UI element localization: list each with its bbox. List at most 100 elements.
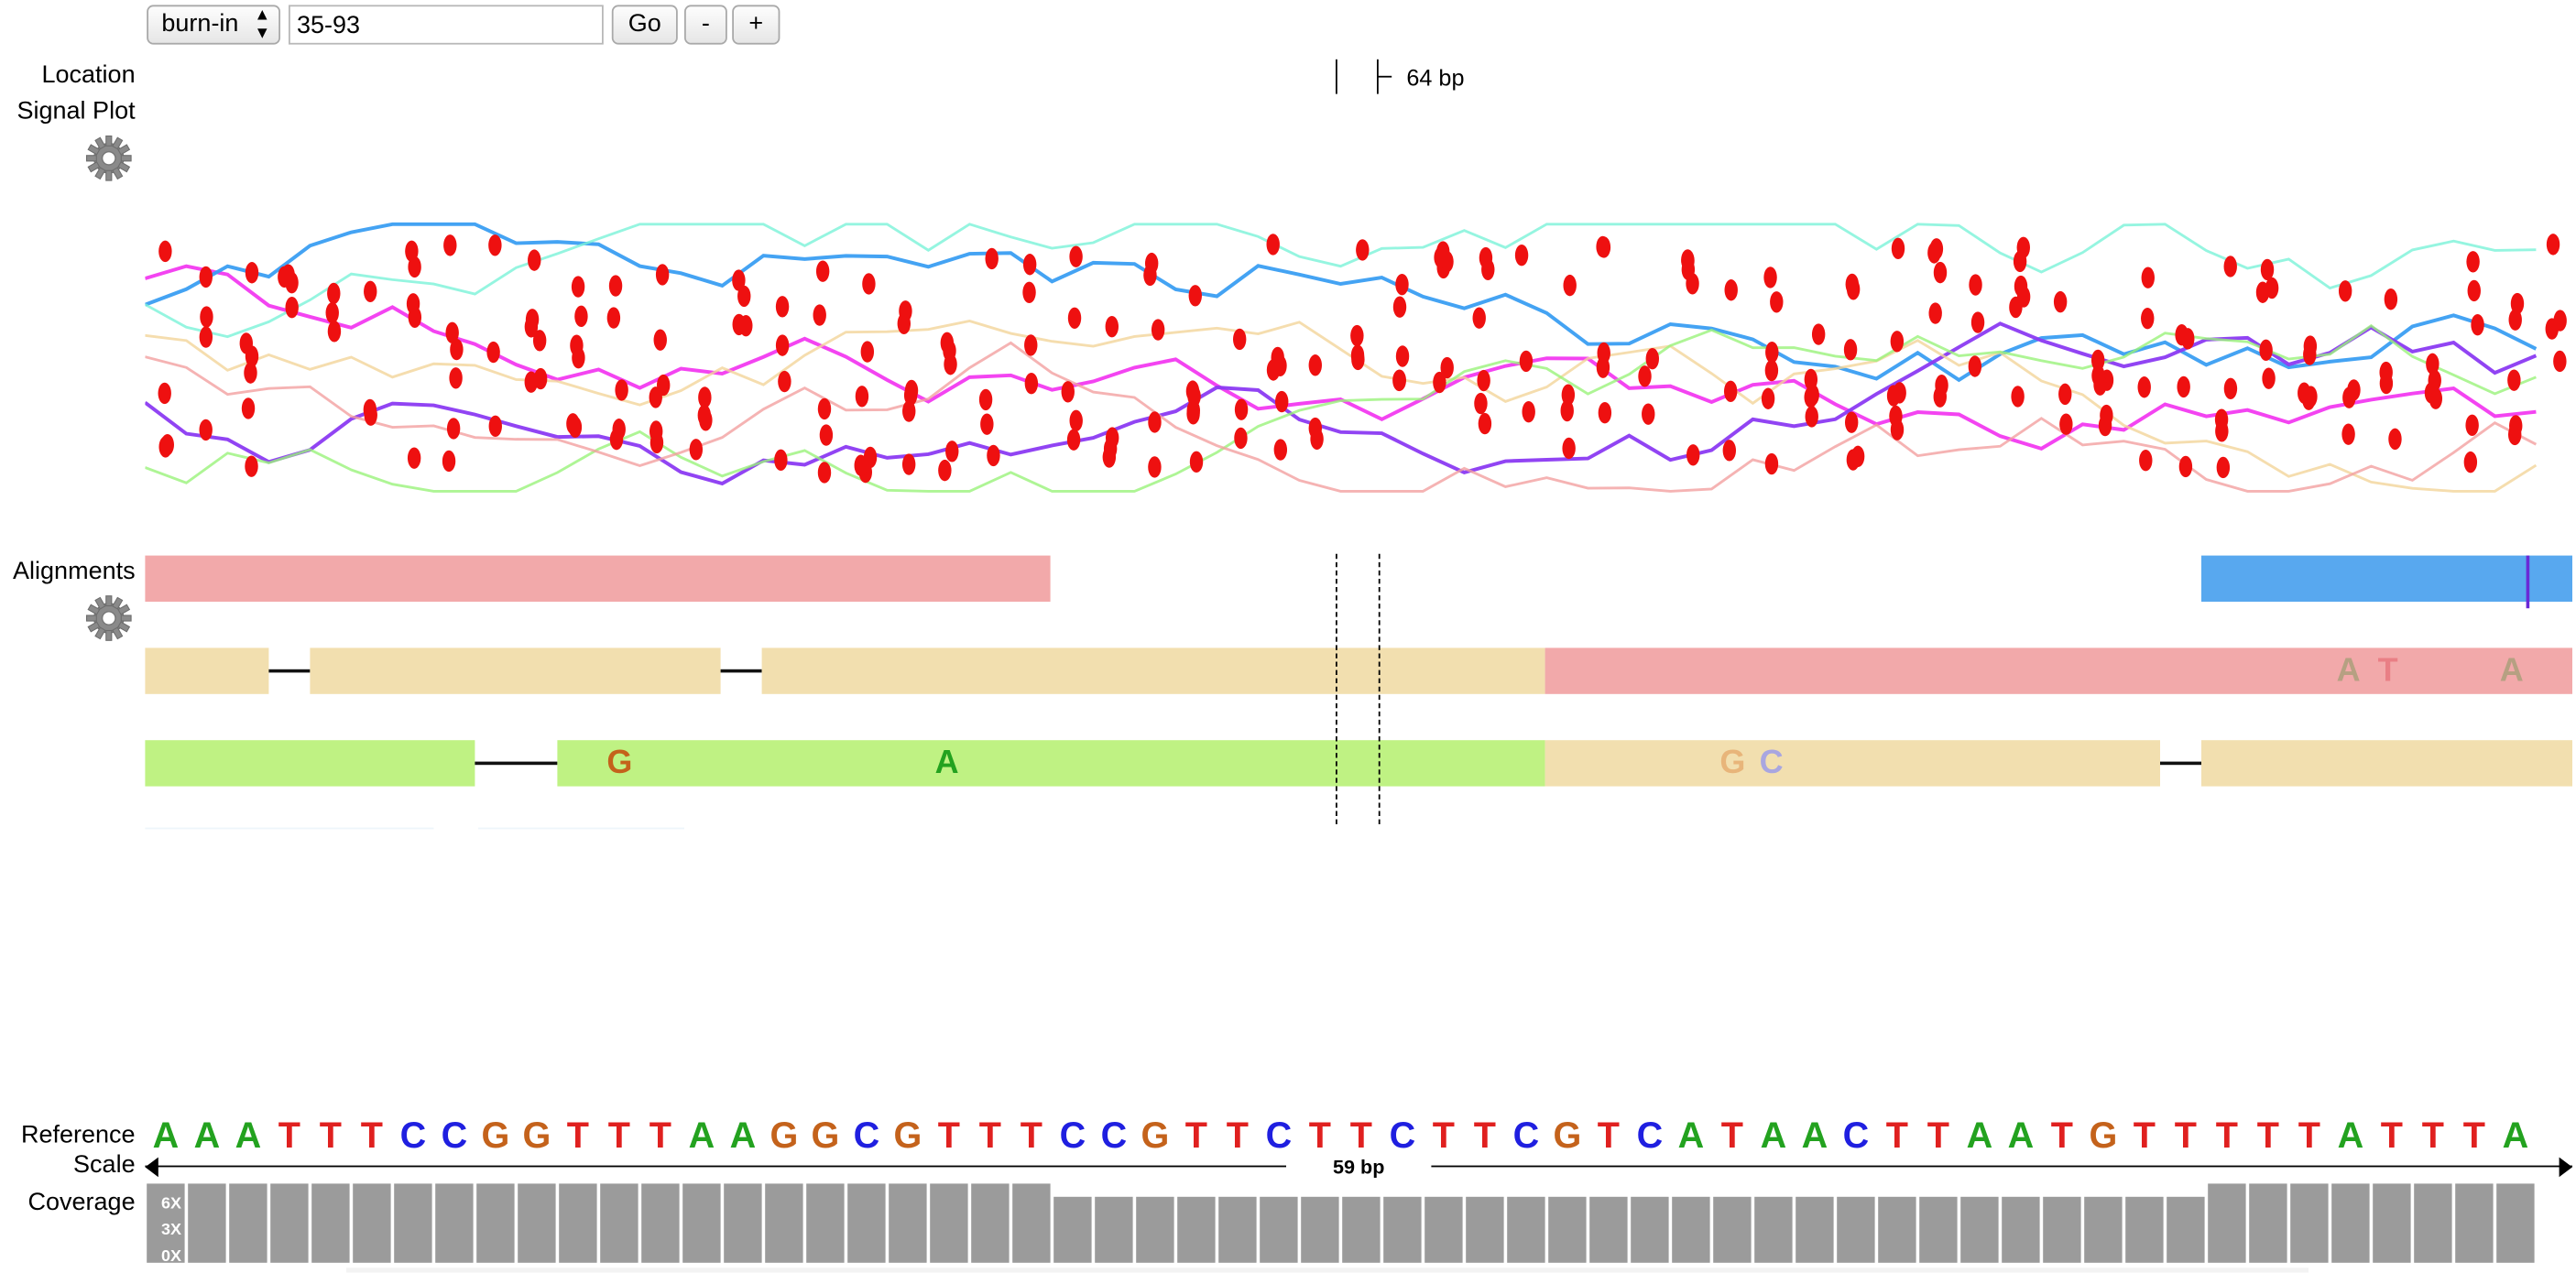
coverage-bar[interactable] — [1301, 1196, 1339, 1263]
coverage-bar[interactable] — [1177, 1196, 1216, 1263]
read-bar[interactable] — [145, 647, 269, 694]
coverage-bar[interactable] — [765, 1183, 803, 1263]
coverage-bar[interactable] — [1631, 1196, 1669, 1263]
coverage-bar[interactable] — [2043, 1196, 2081, 1263]
coverage-bar[interactable] — [847, 1183, 886, 1263]
signal-event-dot — [2058, 383, 2072, 406]
coverage-bar[interactable] — [2373, 1183, 2411, 1263]
read-bar[interactable] — [310, 647, 721, 694]
coverage-bar[interactable] — [1136, 1196, 1174, 1263]
coverage-bar[interactable] — [971, 1183, 1010, 1263]
coverage-bar[interactable] — [353, 1183, 391, 1263]
coverage-bar[interactable] — [270, 1183, 309, 1263]
coverage-bar[interactable] — [641, 1183, 680, 1263]
signal-event-dot — [1642, 403, 1655, 425]
reference-base: G — [893, 1114, 922, 1156]
signal-event-dot — [1024, 334, 1038, 356]
coverage-bar[interactable] — [1796, 1196, 1834, 1263]
signal-event-dot — [486, 341, 500, 364]
coverage-bar[interactable] — [2455, 1183, 2494, 1263]
coverage-bar[interactable] — [1424, 1196, 1463, 1263]
coverage-bar[interactable] — [435, 1183, 474, 1263]
signal-event-dot — [985, 247, 999, 270]
signal-event-dot — [987, 444, 1000, 467]
coverage-bar[interactable] — [1218, 1196, 1257, 1263]
coverage-bar[interactable] — [682, 1183, 721, 1263]
read-bar[interactable]: G A — [557, 740, 1545, 787]
coverage-bar[interactable] — [1589, 1196, 1628, 1263]
coverage-bar[interactable] — [1012, 1183, 1051, 1263]
coverage-bar[interactable] — [147, 1183, 185, 1263]
faint-read-line — [145, 827, 434, 830]
reference-base: T — [278, 1114, 300, 1156]
coverage-bar[interactable] — [2414, 1183, 2452, 1263]
coverage-bar[interactable] — [1466, 1196, 1504, 1263]
coverage-bar[interactable] — [2496, 1183, 2535, 1263]
coverage-bar[interactable] — [600, 1183, 639, 1263]
signal-event-dot — [2553, 310, 2567, 332]
signal-event-dot — [653, 329, 667, 351]
coverage-bar[interactable] — [1053, 1196, 1092, 1263]
coverage-bar[interactable] — [2125, 1196, 2164, 1263]
coverage-bar[interactable] — [1383, 1196, 1422, 1263]
coverage-bar[interactable] — [559, 1183, 597, 1263]
signal-event-dot — [285, 272, 299, 294]
read-bar[interactable]: G C — [1545, 740, 2160, 787]
coverage-bar[interactable] — [2002, 1196, 2040, 1263]
signal-settings-gear-icon[interactable] — [84, 134, 134, 183]
coverage-bar[interactable] — [1754, 1196, 1793, 1263]
coverage-bar[interactable] — [930, 1183, 968, 1263]
read-bar[interactable] — [761, 647, 1545, 694]
coverage-bar[interactable] — [1507, 1196, 1545, 1263]
reference-base: T — [360, 1114, 383, 1156]
coverage-bar[interactable] — [1672, 1196, 1710, 1263]
alignments-settings-gear-icon[interactable] — [84, 593, 134, 643]
mismatch-base: A — [934, 745, 959, 782]
signal-event-dot — [1970, 311, 1985, 333]
coverage-bar[interactable] — [476, 1183, 515, 1263]
coverage-bar[interactable] — [889, 1183, 927, 1263]
go-button[interactable]: Go — [611, 5, 678, 45]
reference-base: T — [1184, 1114, 1207, 1156]
genome-select[interactable]: burn-in ▲ ▼ — [147, 5, 280, 45]
coverage-bar[interactable] — [1548, 1196, 1587, 1263]
zoom-out-button[interactable]: - — [684, 5, 727, 45]
coverage-bar[interactable] — [394, 1183, 432, 1263]
coverage-bar[interactable] — [724, 1183, 762, 1263]
reference-base: T — [2050, 1114, 2073, 1156]
locus-input[interactable] — [289, 5, 604, 45]
reference-base: G — [770, 1114, 799, 1156]
zoom-in-button[interactable]: + — [732, 5, 780, 45]
coverage-bar[interactable] — [518, 1183, 556, 1263]
signal-event-dot — [1232, 328, 1247, 351]
coverage-bar[interactable] — [188, 1183, 226, 1263]
read-bar[interactable] — [2201, 555, 2572, 609]
coverage-bar[interactable] — [1878, 1196, 1916, 1263]
coverage-bar[interactable] — [2084, 1196, 2123, 1263]
reference-base: G — [1553, 1114, 1582, 1156]
coverage-bar[interactable] — [1095, 1196, 1133, 1263]
coverage-bottom-shadow — [346, 1268, 2309, 1273]
coverage-bar[interactable] — [2208, 1183, 2246, 1263]
coverage-bar[interactable] — [806, 1183, 845, 1263]
coverage-bar[interactable] — [1919, 1196, 1958, 1263]
coverage-bar[interactable] — [1713, 1196, 1752, 1263]
coverage-bar[interactable] — [1260, 1196, 1298, 1263]
read-bar[interactable] — [145, 555, 1051, 602]
coverage-bar[interactable] — [311, 1183, 350, 1263]
coverage-bar[interactable] — [2167, 1196, 2205, 1263]
coverage-bar[interactable] — [1960, 1196, 1999, 1263]
signal-event-dot — [446, 418, 461, 440]
signal-event-dot — [2016, 236, 2030, 259]
coverage-bar[interactable] — [2290, 1183, 2329, 1263]
coverage-bar[interactable] — [2331, 1183, 2370, 1263]
read-bar[interactable]: A T A — [1545, 647, 2572, 694]
coverage-bar[interactable] — [229, 1183, 267, 1263]
coverage-bar[interactable] — [1837, 1196, 1875, 1263]
coverage-bar[interactable] — [1342, 1196, 1381, 1263]
read-bar[interactable] — [145, 740, 475, 787]
read-bar[interactable] — [2201, 740, 2572, 787]
reference-base: A — [2502, 1114, 2529, 1156]
reference-base: C — [1100, 1114, 1128, 1156]
coverage-bar[interactable] — [2249, 1183, 2287, 1263]
